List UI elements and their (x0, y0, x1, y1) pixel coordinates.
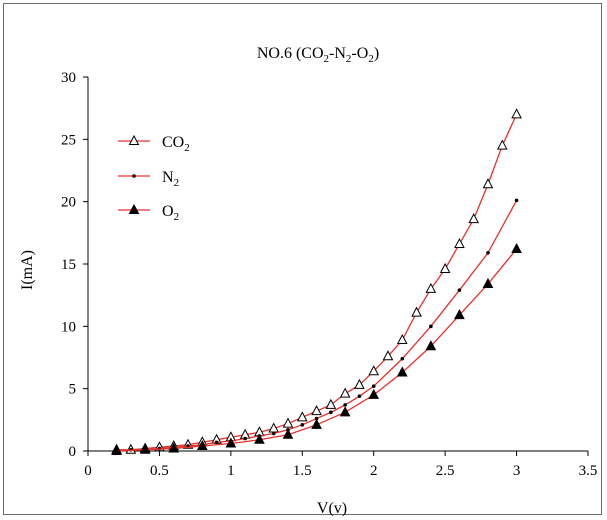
y-tick-label: 25 (61, 132, 76, 148)
data-point-co2 (311, 405, 322, 416)
x-axis-label: V(v) (317, 500, 347, 517)
x-tick-label: 1 (227, 463, 235, 479)
y-tick-label: 30 (61, 70, 76, 86)
data-point-n2 (314, 416, 319, 421)
data-point-n2 (486, 250, 490, 255)
y-axis-label: I(mA) (19, 250, 36, 290)
data-point-o2 (368, 388, 380, 399)
data-point-o2 (339, 406, 351, 417)
chart-title: NO.6 (CO2-N2-O2) (257, 45, 379, 65)
data-point-co2 (396, 333, 408, 345)
y-tick-label: 0 (69, 444, 77, 460)
data-point-o2 (111, 444, 122, 455)
y-tick-label: 15 (61, 257, 76, 273)
data-point-n2 (457, 288, 462, 292)
data-point-n2 (514, 198, 519, 203)
data-point-co2 (482, 178, 494, 189)
x-tick-label: 2 (370, 463, 378, 479)
data-point-n2 (271, 431, 276, 436)
x-tick-label: 1.5 (293, 463, 312, 479)
data-point-o2 (454, 309, 465, 320)
legend-marker-n2 (132, 174, 136, 178)
data-point-n2 (343, 403, 347, 407)
data-point-co2 (454, 237, 465, 249)
data-point-n2 (300, 423, 305, 427)
legend-marker-co2 (128, 134, 140, 145)
data-point-n2 (371, 384, 376, 388)
legend-label-co2: CO2 (162, 134, 190, 154)
data-point-o2 (225, 437, 237, 448)
data-point-o2 (482, 277, 494, 288)
data-point-co2 (425, 282, 437, 293)
data-point-o2 (425, 340, 437, 351)
data-point-o2 (311, 418, 322, 429)
data-point-n2 (214, 440, 219, 445)
data-point-co2 (354, 378, 365, 389)
series-line-co2 (116, 114, 518, 451)
data-point-co2 (468, 213, 480, 224)
data-point-o2 (139, 443, 151, 454)
data-point-co2 (325, 398, 337, 409)
y-tick-label: 10 (61, 319, 76, 335)
data-point-co2 (296, 411, 308, 422)
x-tick-label: 3.5 (579, 463, 598, 479)
x-tick-label: 3 (513, 463, 521, 479)
data-point-n2 (357, 394, 362, 398)
data-point-co2 (511, 108, 522, 119)
data-point-n2 (400, 356, 405, 361)
data-point-co2 (439, 262, 451, 273)
data-point-co2 (339, 387, 351, 398)
data-point-co2 (282, 417, 294, 428)
data-point-co2 (368, 365, 380, 376)
data-point-n2 (329, 410, 333, 415)
legend-label-o2: O2 (162, 203, 179, 223)
data-point-o2 (254, 433, 265, 444)
data-point-o2 (511, 242, 522, 254)
data-point-o2 (396, 366, 408, 377)
y-tick-label: 20 (61, 195, 76, 211)
data-point-co2 (496, 139, 508, 150)
legend-label-n2: N2 (162, 169, 179, 189)
x-tick-label: 0 (84, 463, 92, 479)
data-point-n2 (243, 436, 247, 441)
data-point-o2 (282, 428, 294, 439)
data-point-co2 (382, 350, 394, 361)
legend-marker-o2 (128, 203, 140, 214)
x-tick-label: 2.5 (436, 463, 455, 479)
y-tick-label: 5 (69, 382, 77, 398)
data-point-n2 (429, 324, 433, 329)
data-point-co2 (411, 306, 422, 317)
x-tick-label: 0.5 (150, 463, 169, 479)
data-point-o2 (168, 442, 180, 453)
data-point-o2 (196, 439, 208, 451)
